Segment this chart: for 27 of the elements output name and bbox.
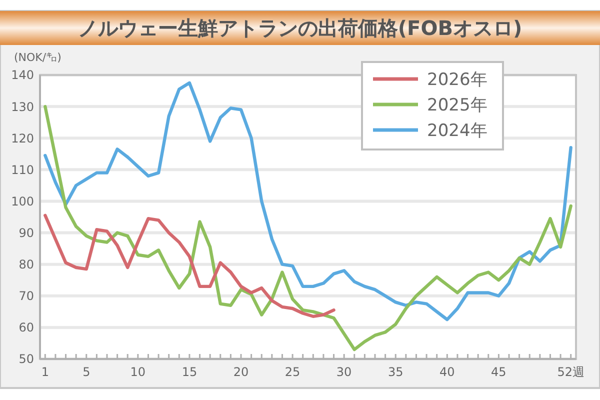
y-tick-label: 120 bbox=[11, 131, 34, 146]
y-tick-label: 80 bbox=[18, 258, 34, 272]
x-tick-label: 15 bbox=[182, 365, 198, 379]
y-tick-label: 110 bbox=[11, 162, 34, 177]
line-series bbox=[44, 214, 336, 318]
x-tick-label: 10 bbox=[130, 365, 146, 379]
x-tick-label: 40 bbox=[440, 365, 455, 379]
x-tick-label: 25 bbox=[284, 365, 300, 379]
x-tick-label: 45 bbox=[491, 365, 506, 379]
y-tick-label: 90 bbox=[18, 226, 34, 240]
y-tick-label: 140 bbox=[11, 68, 34, 82]
x-tick-label: 30 bbox=[336, 365, 352, 379]
y-tick-label: 70 bbox=[18, 289, 34, 304]
y-tick-label: 100 bbox=[11, 194, 34, 208]
legend-label: 2025年 bbox=[427, 95, 488, 116]
legend-label: 2026年 bbox=[427, 70, 488, 90]
x-tick-label: 5 bbox=[82, 365, 90, 379]
x-tick-label: 52週 bbox=[557, 365, 584, 379]
x-tick-label: 20 bbox=[233, 365, 249, 379]
y-tick-label: 60 bbox=[18, 320, 34, 335]
y-tick-label: 50 bbox=[18, 352, 34, 366]
x-tick-label: 35 bbox=[388, 365, 404, 379]
chart-title: ノルウェー生鮮アトランの出荷価格(FOBオスロ) bbox=[78, 16, 522, 40]
legend-label: 2024年 bbox=[427, 120, 488, 141]
x-tick-label: 1 bbox=[41, 365, 49, 379]
y-axis-title: (NOK/㌔) bbox=[14, 51, 62, 64]
y-tick-label: 130 bbox=[11, 100, 34, 114]
